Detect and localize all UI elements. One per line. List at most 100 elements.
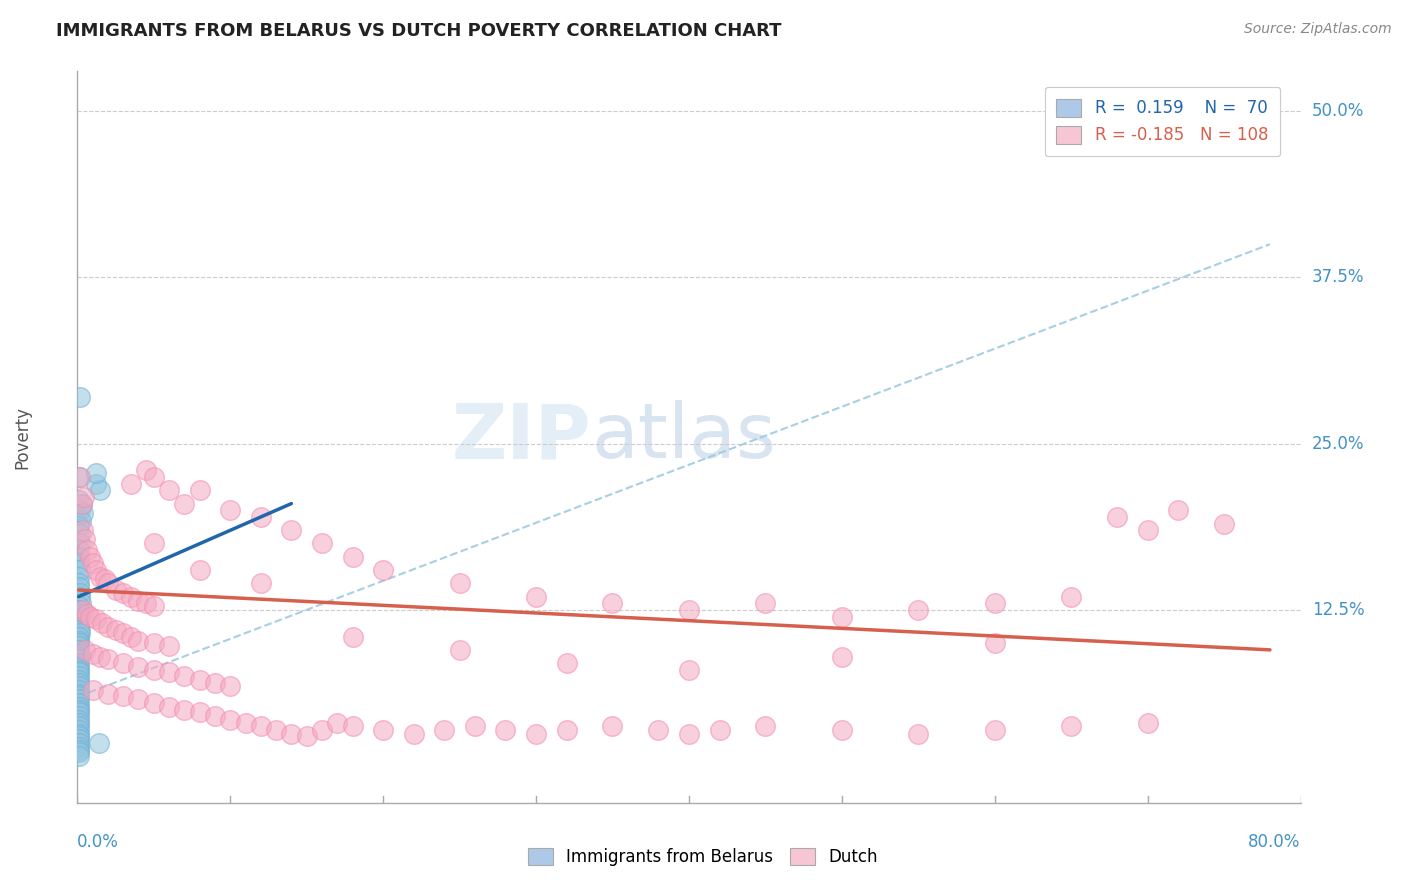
Point <box>70 497 93 511</box>
Point <box>104 582 127 597</box>
Point <box>67 616 90 631</box>
Point <box>69 625 91 640</box>
Point <box>94 573 117 587</box>
Text: 12.5%: 12.5% <box>1312 601 1364 619</box>
Point <box>84 612 107 626</box>
Point <box>342 719 364 733</box>
Point <box>69 563 91 577</box>
Point <box>97 576 120 591</box>
Point <box>76 607 98 621</box>
Point <box>67 660 90 674</box>
Point <box>67 543 90 558</box>
Point <box>72 523 94 537</box>
Point <box>69 590 91 604</box>
Point <box>82 682 104 697</box>
Point <box>67 676 90 690</box>
Point <box>67 620 90 634</box>
Point <box>112 656 135 670</box>
Point <box>907 603 929 617</box>
Point <box>67 639 90 653</box>
Point <box>127 633 149 648</box>
Point <box>142 536 165 550</box>
Point <box>67 731 90 746</box>
Point <box>142 663 165 677</box>
Text: 80.0%: 80.0% <box>1249 833 1301 851</box>
Point <box>831 723 853 737</box>
Point <box>433 723 456 737</box>
Point <box>188 483 211 498</box>
Point <box>112 585 135 599</box>
Legend: Immigrants from Belarus, Dutch: Immigrants from Belarus, Dutch <box>520 840 886 875</box>
Point <box>97 652 120 666</box>
Point <box>69 536 91 550</box>
Point <box>135 596 157 610</box>
Point <box>984 723 1007 737</box>
Point <box>89 483 111 498</box>
Point <box>907 726 929 740</box>
Point <box>67 663 90 677</box>
Point <box>67 729 90 743</box>
Point <box>678 663 700 677</box>
Point <box>67 673 90 688</box>
Point <box>67 649 90 664</box>
Point <box>84 563 107 577</box>
Point <box>219 679 242 693</box>
Point <box>311 723 333 737</box>
Point <box>709 723 731 737</box>
Point <box>82 557 104 571</box>
Point <box>311 536 333 550</box>
Point <box>72 603 94 617</box>
Point <box>69 585 91 599</box>
Point <box>295 729 318 743</box>
Point <box>280 523 302 537</box>
Point <box>67 749 90 764</box>
Point <box>73 490 96 504</box>
Point <box>67 656 90 670</box>
Point <box>97 687 120 701</box>
Point <box>67 716 90 731</box>
Point <box>280 726 302 740</box>
Point <box>449 643 471 657</box>
Point <box>67 630 90 644</box>
Point <box>157 700 180 714</box>
Point <box>555 723 578 737</box>
Point <box>72 506 94 520</box>
Point <box>984 636 1007 650</box>
Point <box>602 596 624 610</box>
Point <box>449 576 471 591</box>
Point <box>188 706 211 720</box>
Text: IMMIGRANTS FROM BELARUS VS DUTCH POVERTY CORRELATION CHART: IMMIGRANTS FROM BELARUS VS DUTCH POVERTY… <box>56 22 782 40</box>
Text: atlas: atlas <box>591 401 776 474</box>
Point <box>79 549 101 564</box>
Point <box>70 514 93 528</box>
Point <box>82 647 104 661</box>
Point <box>1167 503 1189 517</box>
Point <box>142 696 165 710</box>
Point <box>984 596 1007 610</box>
Point <box>371 563 394 577</box>
Point <box>112 690 135 704</box>
Point <box>464 719 486 733</box>
Point <box>69 647 91 661</box>
Point <box>188 563 211 577</box>
Point <box>120 476 142 491</box>
Point <box>1136 716 1159 731</box>
Point <box>70 596 93 610</box>
Point <box>157 665 180 680</box>
Point <box>188 673 211 688</box>
Point <box>173 669 195 683</box>
Point <box>342 630 364 644</box>
Text: 50.0%: 50.0% <box>1312 103 1364 120</box>
Point <box>97 620 120 634</box>
Point <box>67 643 90 657</box>
Point <box>142 599 165 613</box>
Point <box>524 590 547 604</box>
Point <box>67 612 90 626</box>
Point <box>84 466 107 480</box>
Point <box>112 625 135 640</box>
Point <box>1060 719 1083 733</box>
Point <box>69 390 91 404</box>
Point <box>67 652 90 666</box>
Point <box>1060 590 1083 604</box>
Point <box>67 557 90 571</box>
